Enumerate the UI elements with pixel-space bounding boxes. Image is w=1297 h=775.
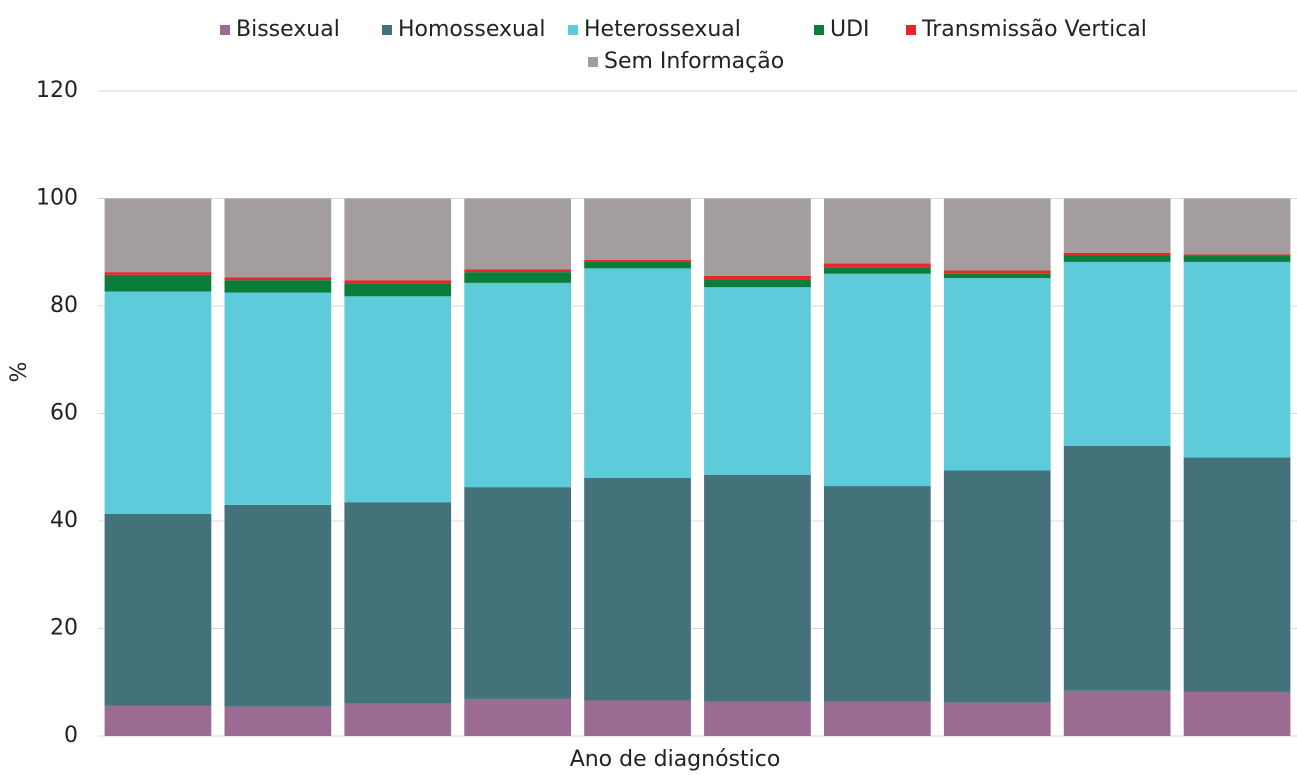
bar-segment <box>224 198 332 278</box>
bar-segment <box>1183 198 1291 255</box>
bar-segment <box>943 278 1051 471</box>
bar-segment <box>224 504 332 707</box>
bar-segment <box>344 296 452 503</box>
legend-swatch <box>382 25 392 35</box>
legend-label: Heterossexual <box>584 17 741 42</box>
legend-label: UDI <box>830 17 870 42</box>
legend-label: Transmissão Vertical <box>921 17 1147 42</box>
bar-segment <box>1063 690 1171 736</box>
bar-segment <box>823 701 931 736</box>
bar-segment <box>943 702 1051 736</box>
bar-segment <box>584 259 691 262</box>
bar-segment <box>104 514 212 706</box>
bar-segment <box>104 274 212 292</box>
legend-label: Bissexual <box>236 17 340 42</box>
bar-segment <box>584 268 691 478</box>
bar-segment <box>823 273 931 487</box>
bar-segment <box>1183 691 1291 736</box>
y-axis-label: % <box>7 362 32 383</box>
bar-segment <box>704 275 811 280</box>
bar-segment <box>1183 256 1291 262</box>
bar-segment <box>1183 254 1291 257</box>
y-tick-label: 0 <box>64 723 78 748</box>
y-tick-label: 120 <box>36 78 78 103</box>
bar-segment <box>704 474 811 702</box>
bar-segment <box>1063 252 1171 256</box>
legend-swatch <box>814 25 824 35</box>
bar-segment <box>464 487 572 699</box>
legend-swatch <box>568 25 578 35</box>
bar-segment <box>1063 261 1171 446</box>
legend-label: Sem Informação <box>604 49 784 74</box>
bar-segment <box>104 272 212 275</box>
y-tick-label: 80 <box>50 293 78 318</box>
bar-segment <box>104 705 212 736</box>
bar-segment <box>344 703 452 736</box>
bar-segment <box>464 269 572 273</box>
bar-segment <box>224 292 332 505</box>
y-tick-label: 20 <box>50 616 78 641</box>
legend-swatch <box>220 25 230 35</box>
bar-segment <box>1183 457 1291 692</box>
legend-swatch <box>588 57 598 67</box>
bar-segment <box>104 291 212 515</box>
bar-segment <box>823 267 931 274</box>
bar-segment <box>464 282 572 488</box>
bar-segment <box>584 198 691 260</box>
bar-segment <box>943 198 1051 271</box>
bar-segment <box>224 277 332 281</box>
bar-segment <box>464 198 572 270</box>
bar-segment <box>1063 255 1171 262</box>
bar-segment <box>704 198 811 276</box>
bar-segment <box>464 272 572 283</box>
bar-segment <box>104 198 212 273</box>
legend-swatch <box>906 25 916 35</box>
bar-segment <box>464 698 572 736</box>
bar-segment <box>344 280 452 284</box>
bar-segment <box>344 283 452 297</box>
bar-segment <box>584 478 691 701</box>
bar-segment <box>224 280 332 293</box>
bar-segment <box>823 263 931 268</box>
bar-segment <box>943 270 1051 274</box>
bar-segment <box>943 470 1051 703</box>
bar-segment <box>1063 198 1171 253</box>
bar-segment <box>704 701 811 736</box>
bar-segment <box>584 700 691 736</box>
bar-segment <box>344 198 452 281</box>
x-axis-label: Ano de diagnóstico <box>570 747 781 771</box>
legend-label: Homossexual <box>398 17 546 42</box>
y-tick-label: 40 <box>50 508 78 533</box>
bar-segment <box>224 706 332 736</box>
y-tick-label: 60 <box>50 401 78 426</box>
bar-segment <box>584 261 691 269</box>
bar-segment <box>704 279 811 288</box>
bar-segment <box>1063 445 1171 691</box>
bar-segment <box>943 273 1051 279</box>
y-tick-label: 100 <box>36 186 78 211</box>
bar-segment <box>1183 261 1291 458</box>
bar-segment <box>823 198 931 264</box>
bar-segment <box>344 502 452 704</box>
bar-segment <box>823 486 931 702</box>
bar-segment <box>704 287 811 475</box>
